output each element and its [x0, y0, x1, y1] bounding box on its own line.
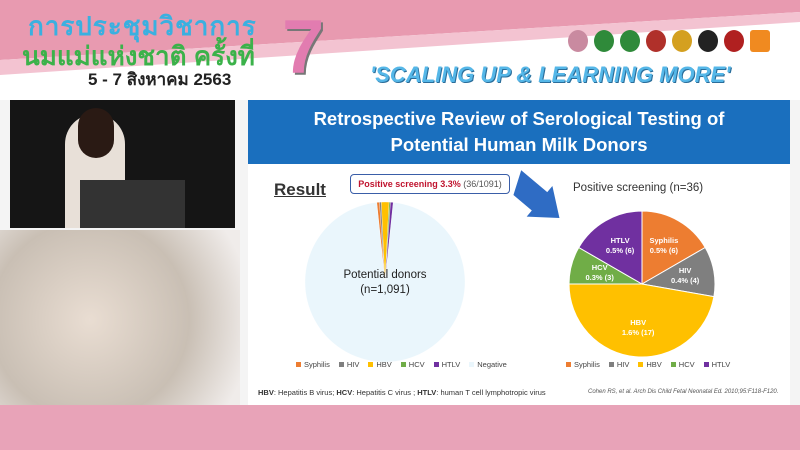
slice-label: HTLV 0.5% (6) [605, 236, 635, 256]
positive-screening-callout: Positive screening 3.3% (36/1091) [350, 174, 510, 194]
pie-charts [304, 170, 716, 363]
right-legend: Syphilis HIV HBV HCV HTLV [566, 360, 730, 369]
legend-item: HBV [638, 360, 662, 369]
logo-icon [750, 30, 770, 52]
right-chart-title: Positive screening (n=36) [573, 182, 704, 194]
legend-item: HCV [670, 360, 695, 369]
conference-date: 5 - 7 สิงหาคม 2563 [88, 70, 232, 89]
legend-item: HBV [368, 360, 392, 369]
pie-slice-syphilis [641, 210, 706, 285]
edition-number: 7 [282, 5, 325, 90]
logo-icon [646, 30, 666, 52]
slice-label: Syphilis 0.5% (6) [649, 236, 679, 256]
logo-icon [698, 30, 718, 52]
arrow-icon [513, 170, 560, 218]
presentation-slide: Retrospective Review of Serological Test… [248, 100, 790, 405]
center-label-line1: Potential donors [343, 269, 427, 281]
callout-count: (36/1091) [463, 179, 502, 189]
bottom-band [0, 405, 800, 450]
callout-percent: Positive screening 3.3% [358, 179, 461, 189]
podium [80, 180, 185, 228]
pie-slice-hbv [568, 283, 715, 358]
logo-icon [568, 30, 588, 52]
legend-item: HIV [338, 360, 359, 369]
slide-title: Retrospective Review of Serological Test… [248, 100, 790, 164]
footnote-text: : Hepatitis C virus ; [352, 388, 418, 397]
slide-title-line2: Potential Human Milk Donors [390, 134, 648, 155]
left-legend: Syphilis HIV HBV HCV HTLV Negative [296, 360, 507, 369]
footnote: HBV: Hepatitis B virus; HCV: Hepatitis C… [258, 388, 546, 397]
legend-item: Syphilis [566, 360, 600, 369]
center-label-line2: (n=1,091) [360, 284, 410, 296]
legend-item: HIV [608, 360, 629, 369]
slide-title-line1: Retrospective Review of Serological Test… [313, 108, 725, 129]
footnote-abbr: HBV [258, 388, 274, 397]
pie-slice-htlv [578, 210, 643, 285]
footnote-text: : Hepatitis B virus; [273, 388, 337, 397]
left-pie-center-label: Potential donors (n=1,091) [328, 268, 442, 298]
conference-banner: การประชุมวิชาการ นมแม่แห่งชาติ ครั้งที่ … [0, 0, 800, 100]
sponsor-logos [568, 30, 770, 52]
pie-slice-negative [304, 202, 466, 363]
logo-icon [724, 30, 744, 52]
footnote-abbr: HCV [336, 388, 353, 397]
legend-item: HCV [400, 360, 425, 369]
slice-label: HIV 0.4% (4) [670, 266, 700, 286]
slice-label: HCV 0.3% (3) [585, 262, 614, 282]
section-heading: Result [274, 180, 326, 199]
footnote-text: : human T cell lymphotropic virus [436, 388, 546, 397]
speaker-video [10, 100, 235, 228]
legend-item: HTLV [433, 360, 460, 369]
footnote-abbr: HTLV [417, 388, 437, 397]
legend-item: HTLV [703, 360, 730, 369]
legend-item: Negative [469, 360, 507, 369]
background-photo [0, 230, 240, 420]
speaker-hair [78, 108, 114, 158]
slice-label: HBV 1.6% (17) [621, 317, 655, 337]
logo-icon [620, 30, 640, 52]
conference-subtitle-thai: นมแม่แห่งชาติ ครั้งที่ [22, 41, 255, 71]
citation: Cohen RS, et al. Arch Dis Child Fetal Ne… [588, 389, 779, 395]
legend-item: Syphilis [296, 360, 330, 369]
logo-icon [672, 30, 692, 52]
conference-title-thai: การประชุมวิชาการ [28, 11, 257, 41]
slogan: 'SCALING UP & LEARNING MORE' [370, 62, 731, 87]
logo-icon [594, 30, 614, 52]
